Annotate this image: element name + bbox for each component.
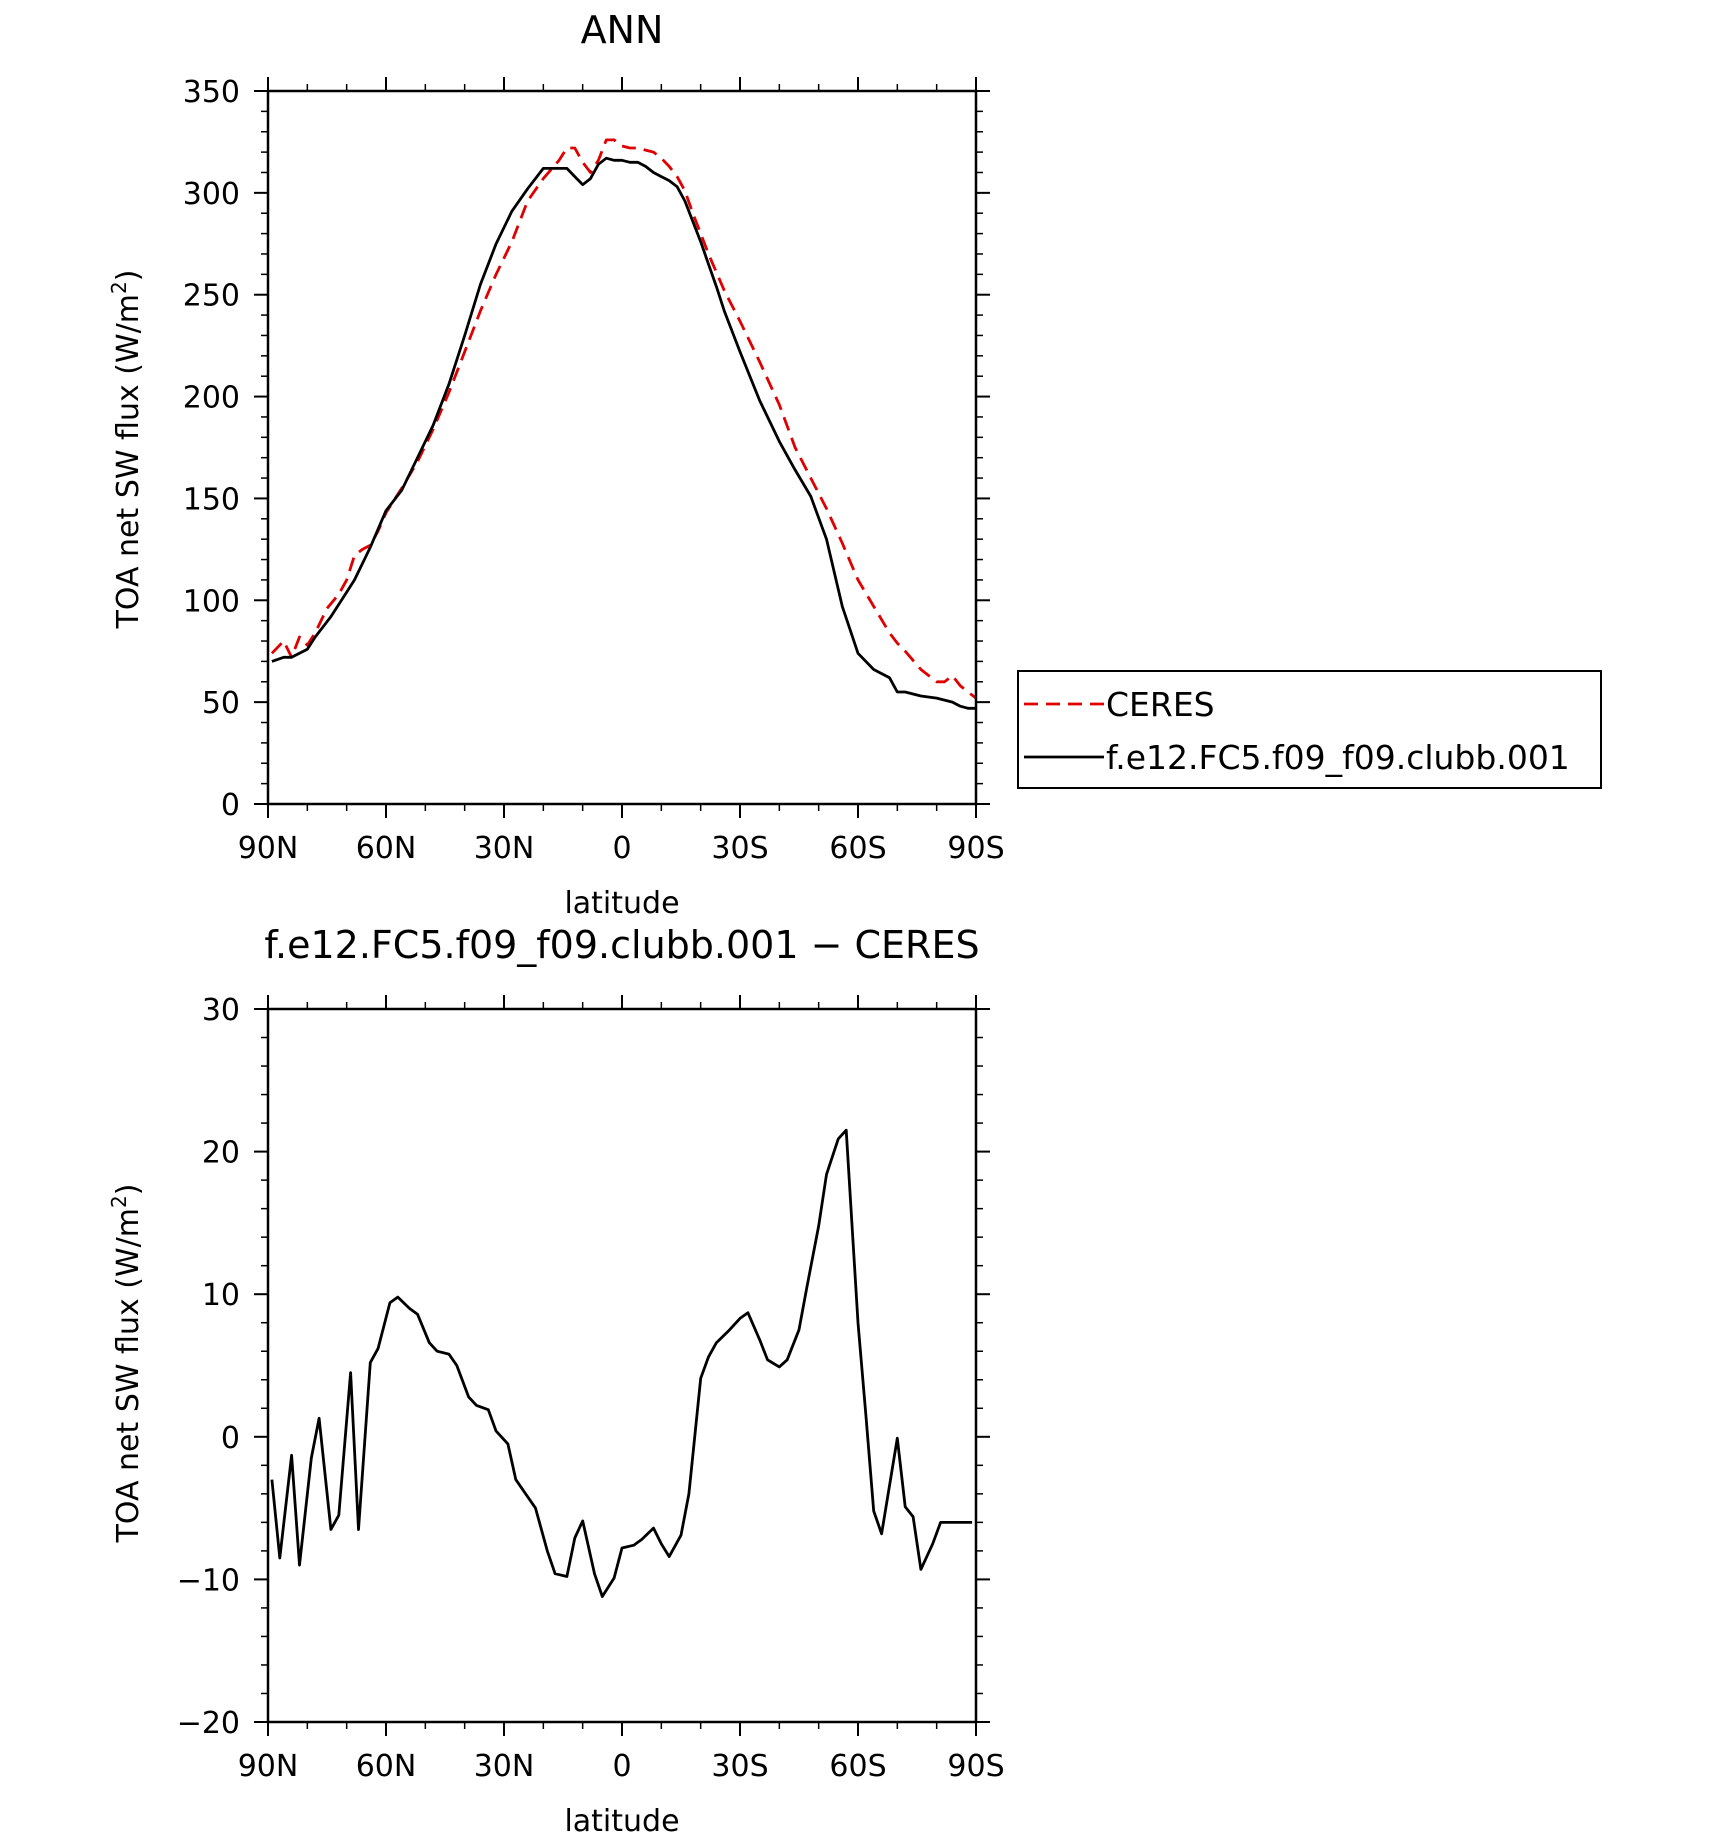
series-line-0 [270, 138, 977, 700]
legend-label-ceres: CERES [1106, 685, 1215, 724]
y-tick-label: 100 [183, 584, 240, 619]
x-tick-label: 30N [474, 1749, 535, 1784]
y-tick-label: 50 [202, 686, 240, 721]
y-axis-label: TOA net SW flux (W/m2) [107, 1184, 146, 1544]
x-tick-label: 60N [356, 831, 417, 866]
x-tick-label: 90N [238, 1749, 299, 1784]
y-axis-label-sup: 2 [107, 1195, 131, 1208]
y-tick-label: −10 [177, 1563, 240, 1598]
y-tick-label: −20 [177, 1706, 240, 1741]
series-line-1 [271, 156, 976, 710]
plot-frame [266, 89, 978, 806]
y-tick-label: 10 [202, 1278, 240, 1313]
y-tick-label: 250 [183, 279, 240, 314]
y-tick-label: 350 [183, 75, 240, 110]
x-tick-label: 60S [829, 831, 886, 866]
y-tick-label: 0 [221, 1421, 240, 1456]
y-axis-label: TOA net SW flux (W/m2) [107, 270, 146, 630]
x-tick-label: 30S [711, 831, 768, 866]
y-axis-label-end: ) [111, 1184, 146, 1196]
x-axis-label: latitude [564, 886, 679, 921]
y-tick-label: 0 [221, 788, 240, 823]
y-axis-label-sup: 2 [107, 281, 131, 294]
legend-box [1017, 670, 1602, 789]
mean-panel: ANN TOA net SW flux (W/m2) latitude CERE… [107, 8, 1602, 921]
x-axis-label: latitude [564, 1804, 679, 1839]
series-line-0 [270, 1128, 973, 1598]
y-axis-label-main: TOA net SW flux (W/m [111, 294, 146, 629]
y-tick-label: 20 [202, 1136, 240, 1171]
x-tick-label: 0 [612, 831, 631, 866]
legend-label-model: f.e12.FC5.f09_f09.clubb.001 [1106, 738, 1570, 777]
y-axis-label-main: TOA net SW flux (W/m [111, 1208, 146, 1543]
x-tick-label: 30S [711, 1749, 768, 1784]
y-tick-label: 30 [202, 993, 240, 1028]
y-tick-label: 200 [183, 381, 240, 416]
x-tick-label: 90S [947, 831, 1004, 866]
chart-title: f.e12.FC5.f09_f09.clubb.001 − CERES [264, 923, 979, 967]
plot-frame [266, 1007, 978, 1724]
y-tick-label: 300 [183, 177, 240, 212]
y-tick-label: 150 [183, 482, 240, 517]
x-tick-label: 60S [829, 1749, 886, 1784]
x-tick-label: 90N [238, 831, 299, 866]
chart-title: ANN [581, 8, 664, 52]
x-tick-label: 60N [356, 1749, 417, 1784]
x-tick-label: 30N [474, 831, 535, 866]
legend: CERES f.e12.FC5.f09_f09.clubb.001 [1017, 670, 1602, 789]
x-tick-label: 0 [612, 1749, 631, 1784]
x-tick-label: 90S [947, 1749, 1004, 1784]
difference-panel: f.e12.FC5.f09_f09.clubb.001 − CERES TOA … [107, 923, 1005, 1839]
y-axis-label-end: ) [111, 270, 146, 282]
